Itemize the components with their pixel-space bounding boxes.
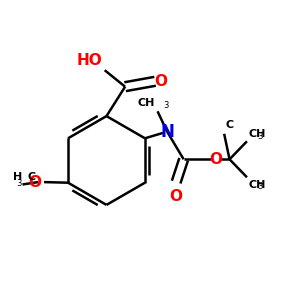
Text: C: C (225, 120, 233, 130)
Text: O: O (154, 74, 167, 89)
Text: 3: 3 (164, 101, 169, 110)
Text: O: O (210, 152, 223, 167)
Text: O: O (170, 189, 183, 204)
Text: H: H (13, 172, 22, 182)
Text: C: C (27, 172, 35, 182)
Text: CH: CH (248, 129, 266, 139)
Text: N: N (160, 123, 174, 141)
Text: CH: CH (248, 180, 266, 190)
Text: 3: 3 (257, 132, 262, 141)
Text: 3: 3 (257, 182, 262, 191)
Text: O: O (28, 175, 41, 190)
Text: CH: CH (138, 98, 155, 108)
Text: HO: HO (76, 53, 102, 68)
Text: 3: 3 (16, 179, 22, 188)
